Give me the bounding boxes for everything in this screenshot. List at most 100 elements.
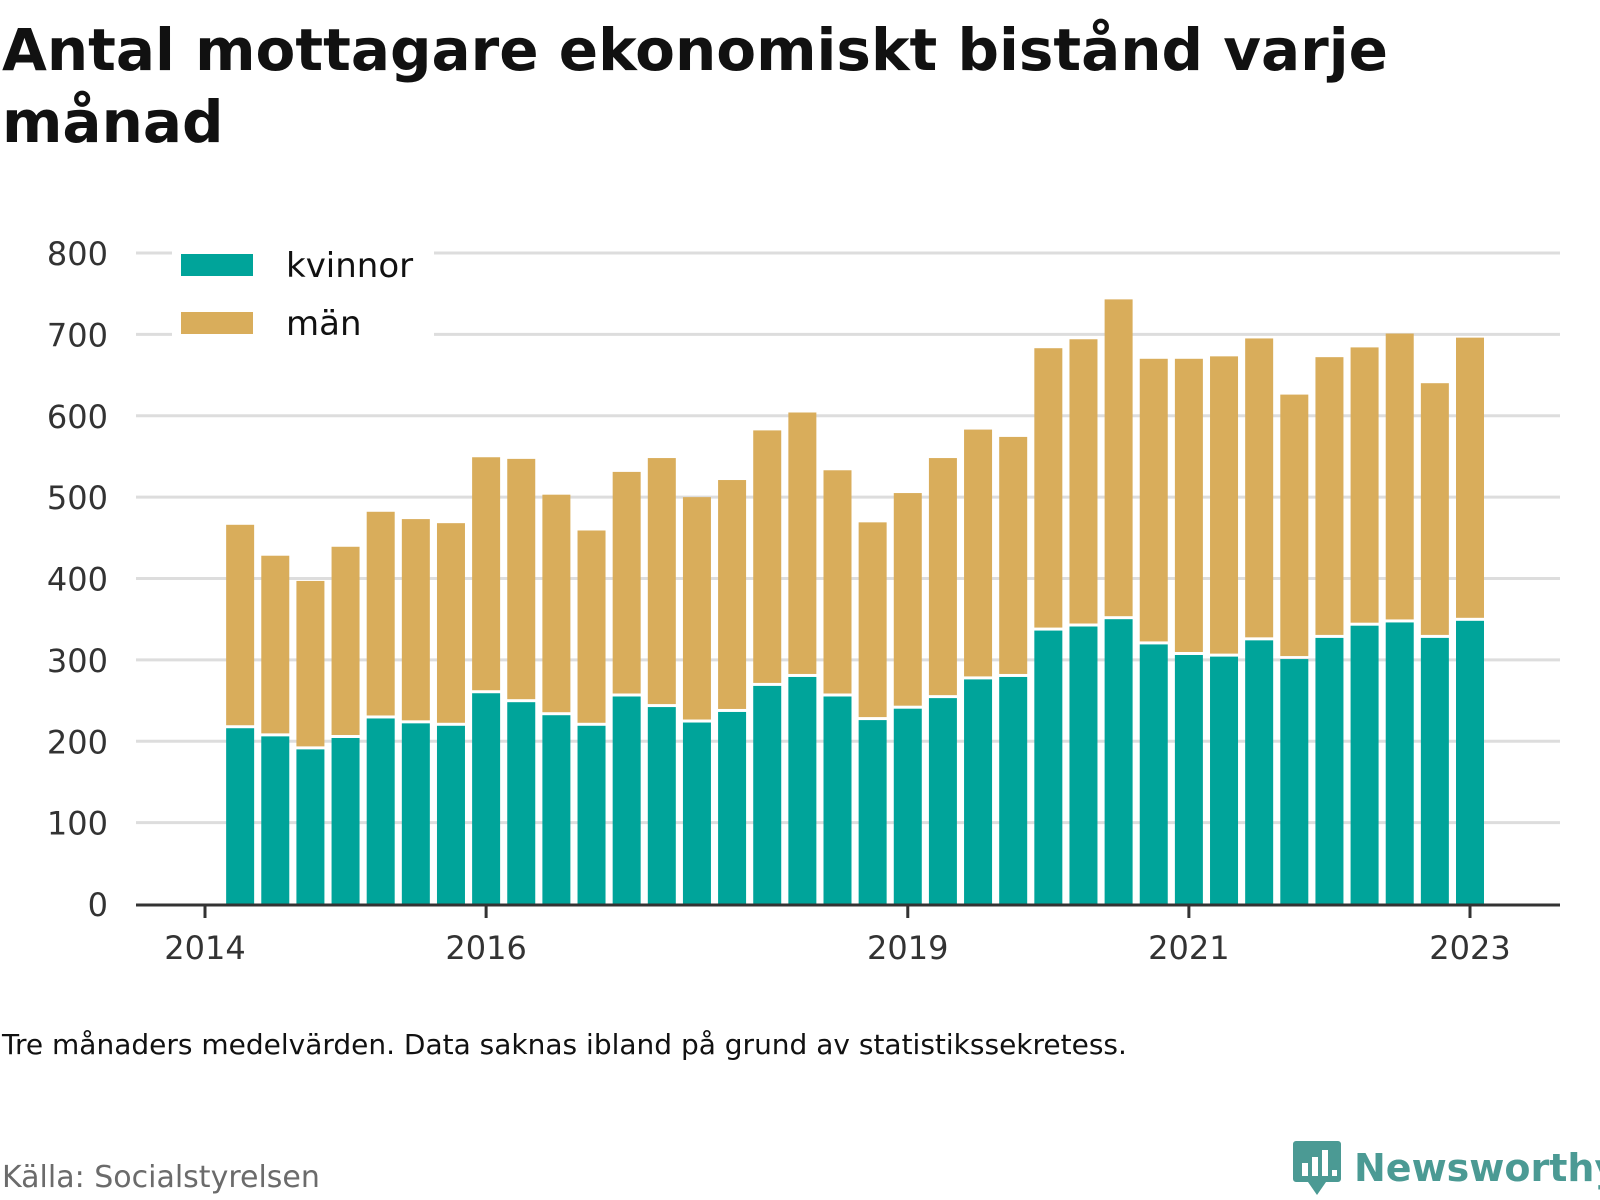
bar-man (1315, 357, 1344, 635)
bar-man (1350, 347, 1379, 623)
y-tick-label: 400 (47, 561, 108, 599)
chart-title: Antal mottagare ekonomiskt bistånd varje… (2, 16, 1388, 156)
bar-man (964, 429, 993, 677)
bar-man (1385, 333, 1414, 620)
bar-kvinnor (1456, 620, 1484, 904)
bar-man (366, 511, 395, 716)
bar-man (542, 494, 571, 713)
bar-kvinnor (1420, 637, 1449, 904)
bar-kvinnor (542, 715, 571, 904)
bar-man (1174, 358, 1203, 652)
bar-man (226, 524, 255, 726)
bar-man (682, 497, 711, 720)
bar-man (577, 530, 606, 723)
legend: kvinnor män (172, 246, 434, 344)
bar-kvinnor (1210, 656, 1239, 904)
bar-kvinnor (893, 708, 922, 904)
x-axis: 2014 2016 2019 2021 2023 (136, 903, 1560, 967)
bar-kvinnor (261, 736, 290, 904)
bar-kvinnor (928, 698, 957, 904)
bar-man (893, 493, 922, 706)
bar-man (647, 458, 676, 705)
bar-kvinnor (366, 718, 395, 904)
bar-man (999, 436, 1028, 674)
bar-man (1069, 339, 1098, 624)
bar-kvinnor (1315, 637, 1344, 904)
bar-man (1034, 348, 1063, 628)
y-tick-label: 300 (47, 642, 108, 680)
bar-man (261, 555, 290, 734)
y-tick-label: 0 (88, 886, 108, 924)
y-axis-ticks: 0 100 200 300 400 500 600 700 800 (47, 235, 108, 924)
bar-man (507, 458, 536, 700)
legend-swatch-man (181, 312, 253, 334)
x-tick-label: 2021 (1148, 929, 1229, 967)
bar-kvinnor (718, 711, 747, 904)
bar-man (612, 471, 641, 694)
bar-kvinnor (1280, 659, 1309, 904)
x-tick-label: 2016 (445, 929, 526, 967)
y-tick-label: 700 (47, 316, 108, 354)
x-tick-label: 2023 (1429, 929, 1510, 967)
bar-man (472, 457, 501, 691)
bar-kvinnor (1104, 619, 1133, 904)
bar-man (1456, 337, 1484, 618)
y-tick-label: 500 (47, 479, 108, 517)
legend-label-man: män (286, 304, 362, 344)
bar-kvinnor (999, 676, 1028, 904)
bar-man (788, 412, 817, 674)
bar-man (1139, 358, 1168, 642)
bar-man (718, 480, 747, 709)
bar-kvinnor (472, 693, 501, 904)
bar-kvinnor (964, 679, 993, 904)
bar-kvinnor (612, 696, 641, 904)
bar-man (296, 580, 325, 747)
bar-chart-bubble-icon (1293, 1141, 1341, 1195)
bar-man (753, 430, 782, 683)
bar-kvinnor (1034, 630, 1063, 904)
bar-man (1280, 394, 1309, 657)
bar-man (436, 523, 465, 723)
bar-kvinnor (1174, 654, 1203, 904)
legend-swatch-kvinnor (181, 254, 253, 276)
source-credit: Källa: Socialstyrelsen (2, 1160, 320, 1195)
bar-kvinnor (577, 725, 606, 904)
bar-man (823, 470, 852, 694)
brand-name: Newsworthy (1354, 1146, 1600, 1190)
bar-man (1245, 338, 1274, 638)
bar-kvinnor (1245, 640, 1274, 904)
legend-label-kvinnor: kvinnor (286, 246, 413, 286)
bar-kvinnor (1069, 626, 1098, 904)
bar-man (858, 522, 887, 718)
bar-kvinnor (1139, 644, 1168, 904)
x-tick-label: 2014 (164, 929, 245, 967)
bar-kvinnor (401, 723, 430, 904)
y-tick-label: 600 (47, 398, 108, 436)
bar-kvinnor (823, 696, 852, 904)
bar-kvinnor (682, 722, 711, 904)
bar-kvinnor (436, 725, 465, 904)
bar-man (928, 458, 957, 696)
y-tick-label: 200 (47, 723, 108, 761)
bar-kvinnor (1385, 622, 1414, 904)
brand-logo: Newsworthy (1292, 1138, 1600, 1198)
bar-kvinnor (507, 702, 536, 904)
bar-kvinnor (226, 728, 255, 904)
bars (226, 299, 1484, 904)
bar-kvinnor (296, 749, 325, 904)
x-tick-label: 2019 (867, 929, 948, 967)
bar-kvinnor (858, 720, 887, 904)
bar-kvinnor (753, 685, 782, 904)
bar-kvinnor (331, 737, 360, 904)
bar-kvinnor (788, 676, 817, 904)
bar-man (401, 519, 430, 721)
bar-man (1420, 383, 1449, 635)
bar-man (1104, 299, 1133, 617)
bar-man (1210, 356, 1239, 654)
bar-kvinnor (647, 707, 676, 904)
y-tick-label: 800 (47, 235, 108, 273)
footnote: Tre månaders medelvärden. Data saknas ib… (2, 1028, 1127, 1061)
y-tick-label: 100 (47, 805, 108, 843)
bar-kvinnor (1350, 625, 1379, 904)
